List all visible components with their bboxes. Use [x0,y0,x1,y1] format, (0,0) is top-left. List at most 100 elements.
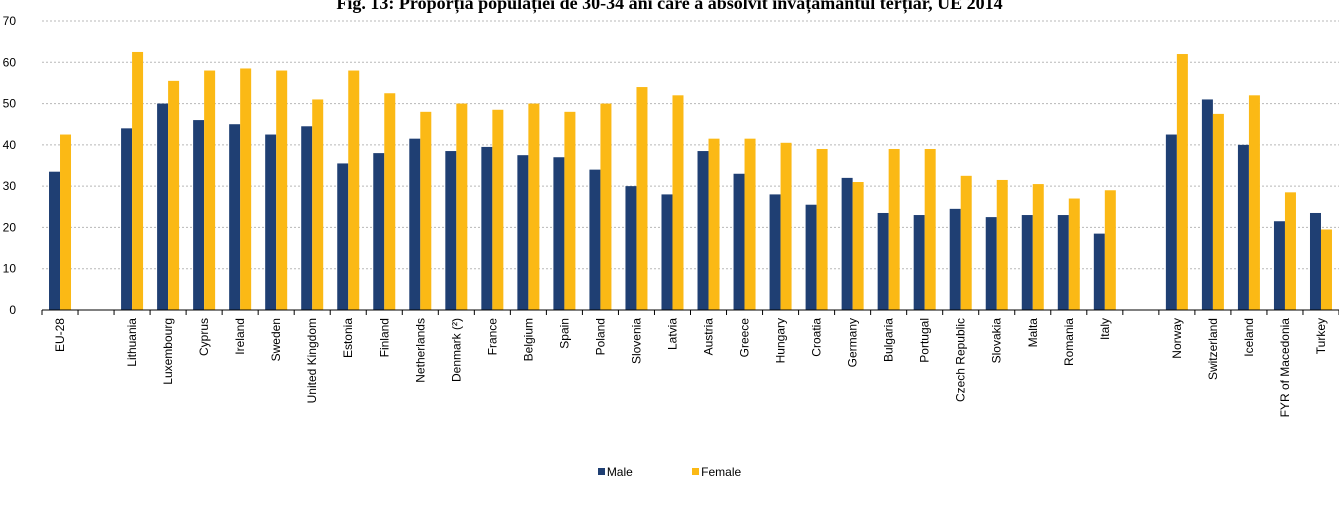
bar-male [445,151,457,310]
legend-swatch-female [692,468,700,475]
bar-female [996,179,1008,310]
x-tick-label: Cyprus [197,318,211,356]
bar-female [1032,184,1044,310]
bar-male [949,208,961,310]
bar-male [1165,134,1177,310]
legend-label-male: Male [606,465,633,479]
bar-male [157,103,169,310]
bar-male [517,155,529,310]
bar-male [625,186,637,310]
bar-female [312,99,324,310]
bars [49,51,1332,311]
bar-female [636,87,648,310]
bar-female [852,182,864,310]
x-tick-label: Finland [377,318,391,357]
bar-female [384,93,396,310]
bar-male [409,138,421,310]
bar-female [672,95,684,310]
x-tick-label: Italy [1098,318,1112,340]
y-axis-ticks: 0 10 20 30 40 50 60 70 [3,14,17,317]
bar-female [744,138,756,310]
x-tick-label: Estonia [341,318,355,358]
x-tick-label: Iceland [1242,318,1256,357]
bar-male [229,124,241,310]
x-tick-label: Romania [1062,318,1076,366]
bar-female [132,51,144,310]
bar-male [1309,212,1321,310]
bar-male [985,217,997,310]
bar-male [805,204,817,310]
x-tick-label: Spain [557,318,571,349]
legend-item-female: Female [692,465,741,479]
y-tick-label: 20 [3,220,17,234]
bar-male [589,169,601,310]
bar-female [1176,54,1188,311]
bar-male [1093,233,1105,310]
bar-male [193,120,205,310]
bar-female [456,103,468,310]
legend-swatch-male [597,468,605,475]
x-tick-label: Hungary [774,318,788,363]
y-tick-label: 10 [3,262,17,276]
bar-female [888,148,900,310]
bar-female [204,70,216,311]
bar-male [265,134,277,310]
bar-male [553,157,565,310]
x-tick-label: Portugal [918,318,932,363]
bar-male [337,163,349,310]
x-tick-label: France [485,318,499,356]
bar-male [373,153,385,310]
bar-male [1273,221,1285,310]
bar-female [780,142,792,310]
bar-female [348,70,360,311]
x-tick-label: Slovakia [990,318,1004,364]
chart-title: Fig. 13: Proporția populației de 30-34 a… [336,0,1003,13]
x-tick-label: FYR of Macedonia [1278,318,1292,418]
bar-female [1320,229,1332,310]
bar-male [913,215,925,310]
bar-female [816,148,828,310]
bar-male [841,177,853,310]
bar-female [420,111,432,310]
bar-female [528,103,540,310]
x-tick-label: Bulgaria [882,318,896,362]
x-tick-label: Netherlands [413,318,427,383]
bar-female [168,80,180,310]
x-axis [41,309,1339,315]
x-tick-label: Croatia [810,318,824,357]
bar-male [1021,215,1033,310]
x-tick-label: Switzerland [1206,318,1220,380]
x-tick-label: Ireland [233,318,247,355]
x-tick-label: United Kingdom [305,318,319,403]
x-tick-label: Lithuania [125,318,139,367]
bar-female [1284,192,1296,310]
bar-male [697,151,709,310]
bar-female [492,109,504,310]
x-tick-label: Luxembourg [161,318,175,385]
x-tick-label: Greece [738,318,752,358]
bar-female [1104,190,1116,310]
x-tick-label: Latvia [665,318,679,350]
legend: Male Female [0,465,1339,479]
bar-male [301,126,313,311]
y-tick-label: 50 [3,97,17,111]
gridlines [42,20,1339,270]
bar-male [49,171,61,310]
bar-female [708,138,720,310]
x-tick-label: EU-28 [53,318,67,352]
legend-label-female: Female [701,465,742,479]
bar-female [276,70,288,311]
y-tick-label: 70 [3,14,17,28]
y-tick-label: 30 [3,179,17,193]
x-tick-label: Slovenia [629,318,643,364]
x-tick-label: Czech Republic [954,318,968,402]
x-tick-label: Sweden [269,318,283,361]
bar-female [960,175,972,310]
bar-male [1057,215,1069,310]
bar-female [600,103,612,310]
y-tick-label: 40 [3,138,17,152]
bar-male [481,146,493,310]
bar-male [121,128,133,310]
bar-female [240,68,252,310]
